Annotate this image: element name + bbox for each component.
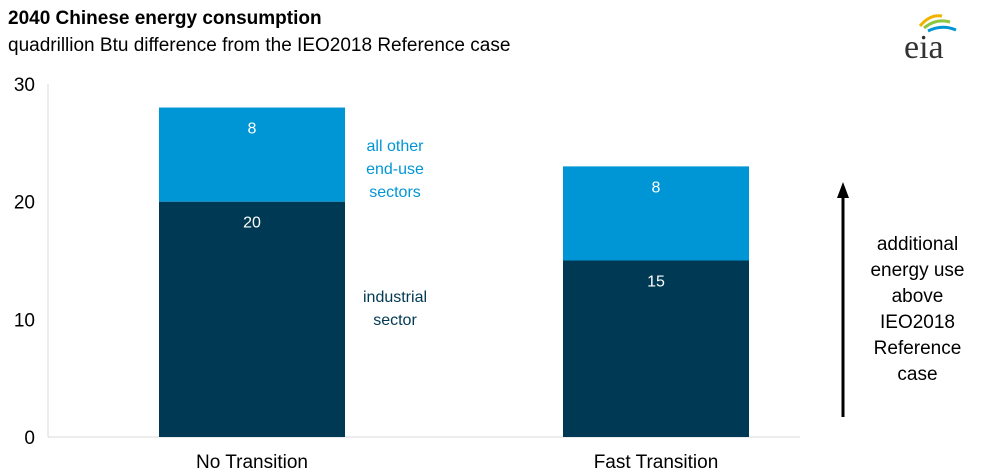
y-tick-label: 0 bbox=[24, 428, 35, 449]
chart-subtitle: quadrillion Btu difference from the IEO2… bbox=[8, 35, 511, 56]
side-note-line: case bbox=[897, 364, 938, 385]
data-label: 8 bbox=[248, 121, 257, 138]
annotation-line: end-use bbox=[366, 161, 424, 178]
side-note-line: Reference bbox=[873, 338, 962, 359]
annotation-other-sectors: all other end-use sectors bbox=[345, 135, 445, 204]
chart-bars bbox=[159, 107, 749, 437]
bar-segment bbox=[159, 107, 345, 202]
logo-text: eia bbox=[904, 29, 944, 66]
annotation-line: all other bbox=[366, 138, 424, 155]
bar-segment bbox=[563, 166, 749, 261]
y-tick-label: 30 bbox=[14, 75, 35, 96]
chart-labels: 20 8 15 8 bbox=[243, 121, 665, 291]
side-note-line: IEO2018 bbox=[880, 312, 955, 333]
x-category-label: No Transition bbox=[196, 452, 308, 473]
bar-segment bbox=[159, 201, 345, 437]
annotation-line: industrial bbox=[362, 289, 428, 306]
annotation-industrial: industrial sector bbox=[345, 286, 445, 332]
eia-logo-icon: eia bbox=[904, 14, 957, 66]
data-label: 8 bbox=[652, 179, 661, 196]
annotation-line: sector bbox=[373, 312, 417, 329]
data-label: 15 bbox=[647, 274, 665, 291]
side-note-line: additional bbox=[876, 234, 959, 255]
side-note: additional energy use above IEO2018 Refe… bbox=[860, 232, 975, 388]
arrow-icon bbox=[837, 182, 849, 417]
y-tick-label: 10 bbox=[14, 310, 35, 331]
data-label: 20 bbox=[243, 215, 261, 232]
side-note-line: above bbox=[891, 286, 944, 307]
annotation-line: sectors bbox=[369, 184, 421, 201]
chart-title: 2040 Chinese energy consumption bbox=[8, 8, 322, 29]
side-note-line: energy use bbox=[870, 260, 965, 281]
x-category-label: Fast Transition bbox=[594, 452, 719, 473]
bar-segment bbox=[563, 260, 749, 437]
y-tick-label: 20 bbox=[14, 193, 35, 214]
